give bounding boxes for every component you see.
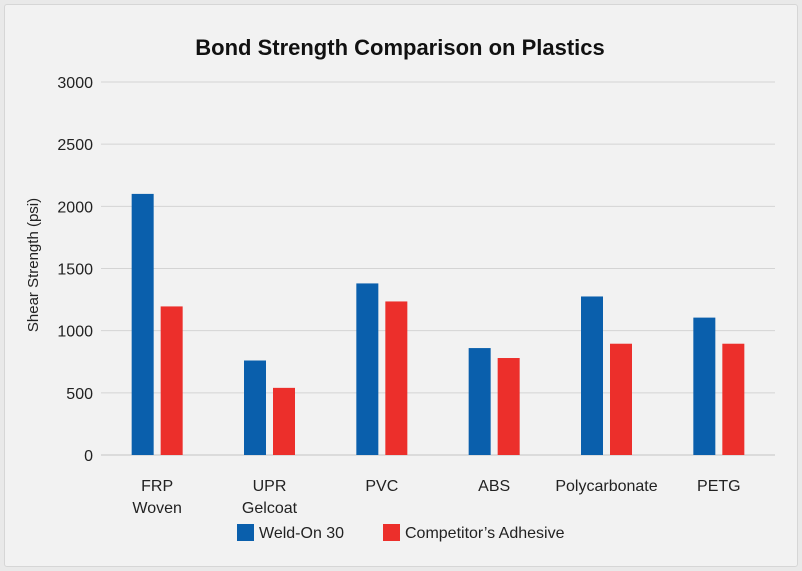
x-tick-label: UPR	[253, 478, 287, 495]
x-tick-label: Woven	[132, 500, 182, 517]
x-tick-label: PVC	[365, 478, 398, 495]
bar-competitor-4	[610, 343, 632, 455]
bar-competitor-1	[273, 387, 295, 455]
chart-title: Bond Strength Comparison on Plastics	[195, 35, 604, 60]
x-tick-label: FRP	[141, 478, 173, 495]
chart-panel: Bond Strength Comparison on Plastics 0 50…	[4, 4, 798, 567]
x-tick-label: PETG	[697, 478, 741, 495]
legend: Weld-On 30 Competitor’s Adhesive	[237, 524, 565, 542]
x-tick-label: Polycarbonate	[555, 478, 657, 495]
legend-label: Weld-On 30	[259, 525, 344, 542]
bar-competitor-3	[497, 358, 520, 455]
bar-competitor-2	[385, 301, 408, 455]
grid-lines	[101, 81, 775, 456]
y-tick-label: 500	[66, 386, 93, 403]
legend-label: Competitor’s Adhesive	[405, 525, 565, 542]
x-axis-ticks: FRP Woven UPR Gelcoat PVC ABS Polycarbonate PET…	[132, 478, 740, 517]
bars	[131, 193, 745, 455]
y-tick-label: 3000	[57, 75, 93, 92]
y-tick-label: 0	[84, 448, 93, 465]
y-axis-ticks: 0 500 1000 1500 2000 2500 3000	[57, 75, 93, 465]
x-tick-label: ABS	[478, 478, 510, 495]
bar-weld-on-30-0	[131, 193, 154, 455]
y-tick-label: 1000	[57, 324, 93, 341]
bar-competitor-0	[160, 306, 183, 455]
bar-weld-on-30-4	[581, 296, 603, 455]
legend-swatch	[383, 524, 400, 541]
bar-weld-on-30-2	[356, 283, 379, 455]
bar-weld-on-30-3	[468, 348, 491, 455]
legend-swatch	[237, 524, 254, 541]
bar-weld-on-30-1	[244, 360, 266, 455]
y-axis-title: Shear Strength (psi)	[25, 198, 42, 332]
bar-chart: Bond Strength Comparison on Plastics 0 50…	[25, 35, 775, 542]
bar-competitor-5	[722, 343, 745, 455]
x-tick-label: Gelcoat	[242, 500, 298, 517]
y-tick-label: 1500	[57, 262, 93, 279]
y-tick-label: 2000	[57, 199, 93, 216]
bar-weld-on-30-5	[693, 317, 716, 455]
y-tick-label: 2500	[57, 137, 93, 154]
